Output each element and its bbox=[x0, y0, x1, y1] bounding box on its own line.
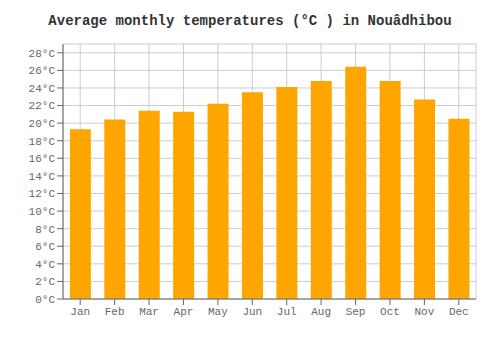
svg-text:Nov: Nov bbox=[414, 306, 434, 318]
html-text:Average monthly temperatures (: Average monthly temperatures (°C ) in No… bbox=[48, 13, 452, 29]
svg-text:28°C: 28°C bbox=[29, 48, 56, 60]
svg-text:12°C: 12°C bbox=[29, 188, 56, 200]
svg-text:16°C: 16°C bbox=[29, 153, 56, 165]
svg-text:Jul: Jul bbox=[277, 306, 297, 318]
svg-text:14°C: 14°C bbox=[29, 171, 56, 183]
svg-text:4°C: 4°C bbox=[35, 259, 55, 271]
svg-text:20°C: 20°C bbox=[29, 118, 56, 130]
svg-text:0°C: 0°C bbox=[35, 294, 55, 306]
svg-text:Mar: Mar bbox=[139, 306, 159, 318]
svg-text:8°C: 8°C bbox=[35, 224, 55, 236]
svg-text:Apr: Apr bbox=[174, 306, 194, 318]
svg-text:6°C: 6°C bbox=[35, 241, 55, 253]
svg-text:10°C: 10°C bbox=[29, 206, 56, 218]
svg-text:Feb: Feb bbox=[105, 306, 125, 318]
svg-text:Jan: Jan bbox=[70, 306, 90, 318]
svg-text:Jun: Jun bbox=[242, 306, 262, 318]
svg-text:26°C: 26°C bbox=[29, 65, 56, 77]
svg-text:May: May bbox=[208, 306, 228, 318]
svg-text:Aug: Aug bbox=[311, 306, 331, 318]
svg-text:Dec: Dec bbox=[449, 306, 469, 318]
svg-text:18°C: 18°C bbox=[29, 136, 56, 148]
svg-text:24°C: 24°C bbox=[29, 83, 56, 95]
svg-text:Oct: Oct bbox=[380, 306, 400, 318]
svg-text:22°C: 22°C bbox=[29, 100, 56, 112]
svg-text:Sep: Sep bbox=[346, 306, 366, 318]
svg-text:2°C: 2°C bbox=[35, 276, 55, 288]
